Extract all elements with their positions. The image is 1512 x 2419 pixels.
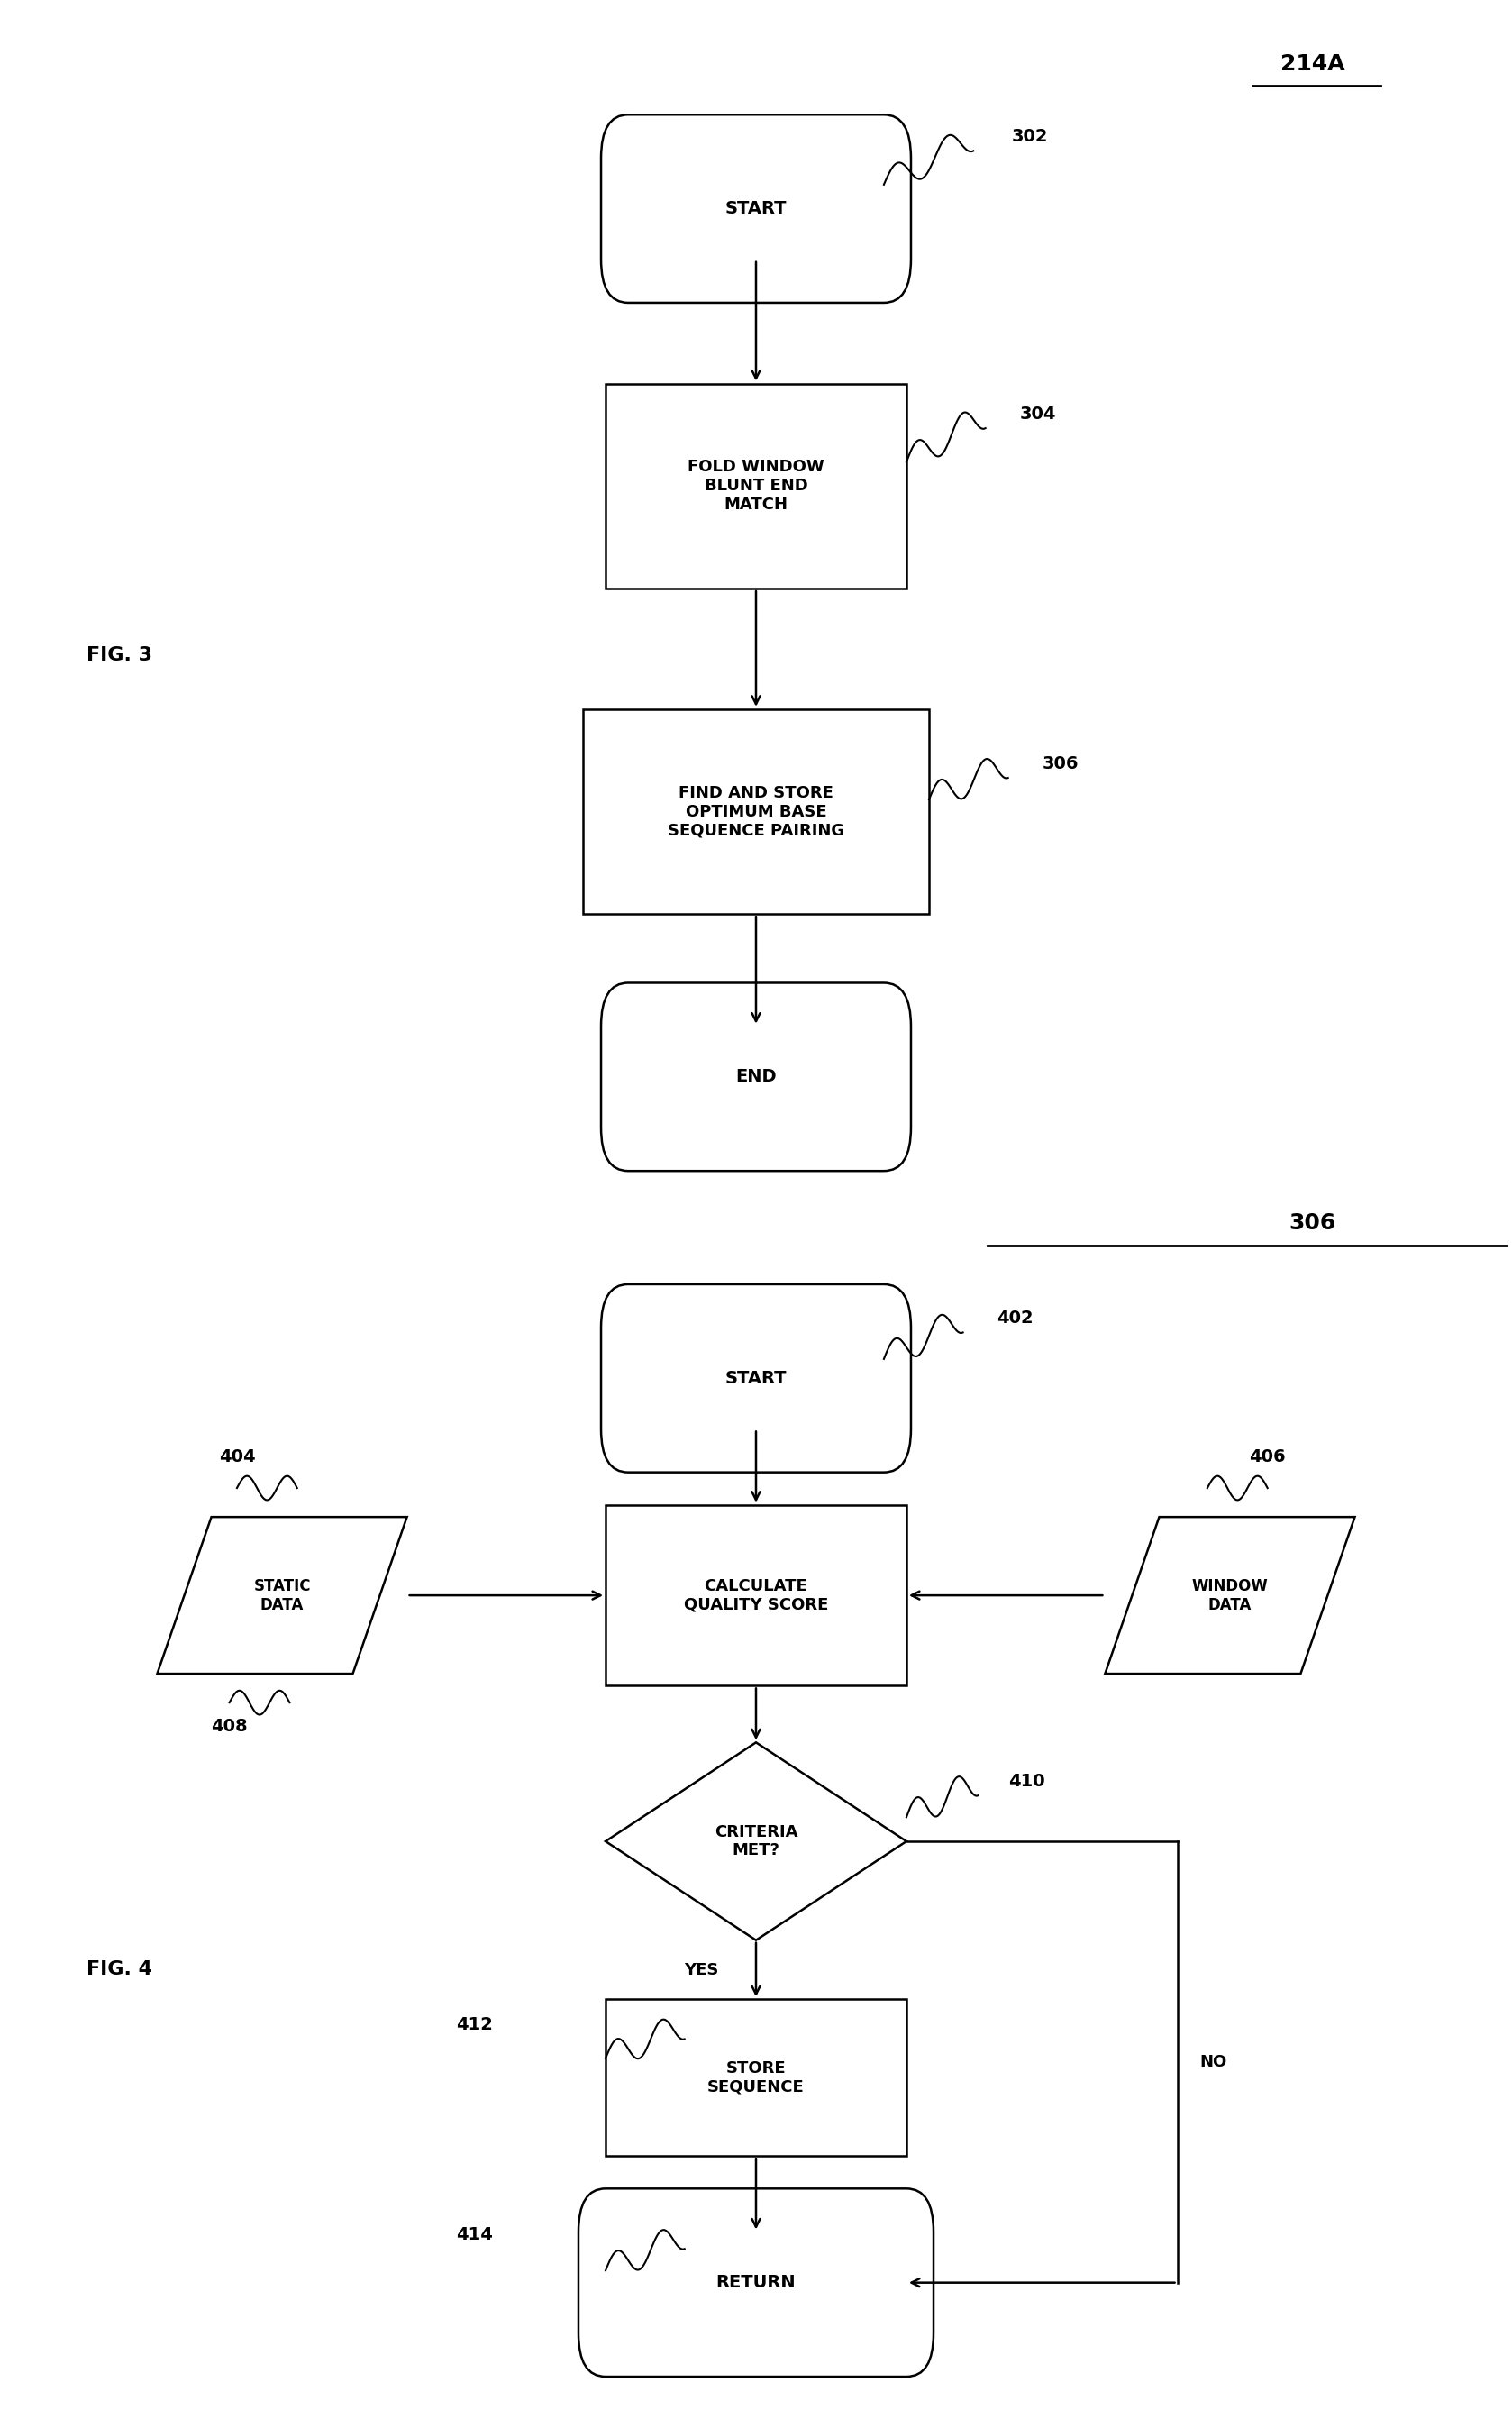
Text: STORE
SEQUENCE: STORE SEQUENCE (708, 2061, 804, 2095)
Polygon shape (157, 1517, 407, 1674)
Bar (584, 709, 928, 914)
FancyBboxPatch shape (602, 982, 910, 1171)
Text: FIG. 4: FIG. 4 (86, 1959, 153, 1979)
Text: 306: 306 (1042, 755, 1078, 772)
FancyBboxPatch shape (602, 114, 910, 302)
Bar (605, 385, 907, 588)
Text: 412: 412 (457, 2015, 493, 2032)
Text: FIND AND STORE
OPTIMUM BASE
SEQUENCE PAIRING: FIND AND STORE OPTIMUM BASE SEQUENCE PAI… (668, 784, 844, 839)
Text: START: START (726, 1369, 786, 1386)
Text: 214A: 214A (1281, 53, 1346, 75)
Text: WINDOW
DATA: WINDOW DATA (1191, 1577, 1269, 1613)
Bar (605, 1998, 907, 2155)
FancyBboxPatch shape (602, 1284, 910, 1473)
Bar (605, 1505, 907, 1686)
Text: 414: 414 (457, 2225, 493, 2242)
Text: 408: 408 (212, 1717, 248, 1734)
Text: FOLD WINDOW
BLUNT END
MATCH: FOLD WINDOW BLUNT END MATCH (688, 460, 824, 513)
Text: 402: 402 (996, 1309, 1033, 1326)
Text: 302: 302 (1012, 128, 1048, 145)
Text: CRITERIA
MET?: CRITERIA MET? (714, 1824, 798, 1858)
Text: 304: 304 (1019, 404, 1055, 423)
Text: 306: 306 (1290, 1212, 1337, 1234)
Text: NO: NO (1201, 2054, 1228, 2071)
Text: END: END (735, 1069, 777, 1086)
Text: CALCULATE
QUALITY SCORE: CALCULATE QUALITY SCORE (683, 1577, 829, 1613)
Text: RETURN: RETURN (717, 2274, 795, 2291)
Text: START: START (726, 201, 786, 218)
Polygon shape (605, 1742, 907, 1940)
Text: 406: 406 (1249, 1449, 1285, 1466)
FancyBboxPatch shape (579, 2189, 933, 2375)
Polygon shape (1105, 1517, 1355, 1674)
Text: 404: 404 (219, 1449, 256, 1466)
Text: FIG. 3: FIG. 3 (86, 646, 153, 663)
Text: YES: YES (683, 1962, 718, 1979)
Text: STATIC
DATA: STATIC DATA (254, 1577, 310, 1613)
Text: 410: 410 (1009, 1773, 1045, 1790)
